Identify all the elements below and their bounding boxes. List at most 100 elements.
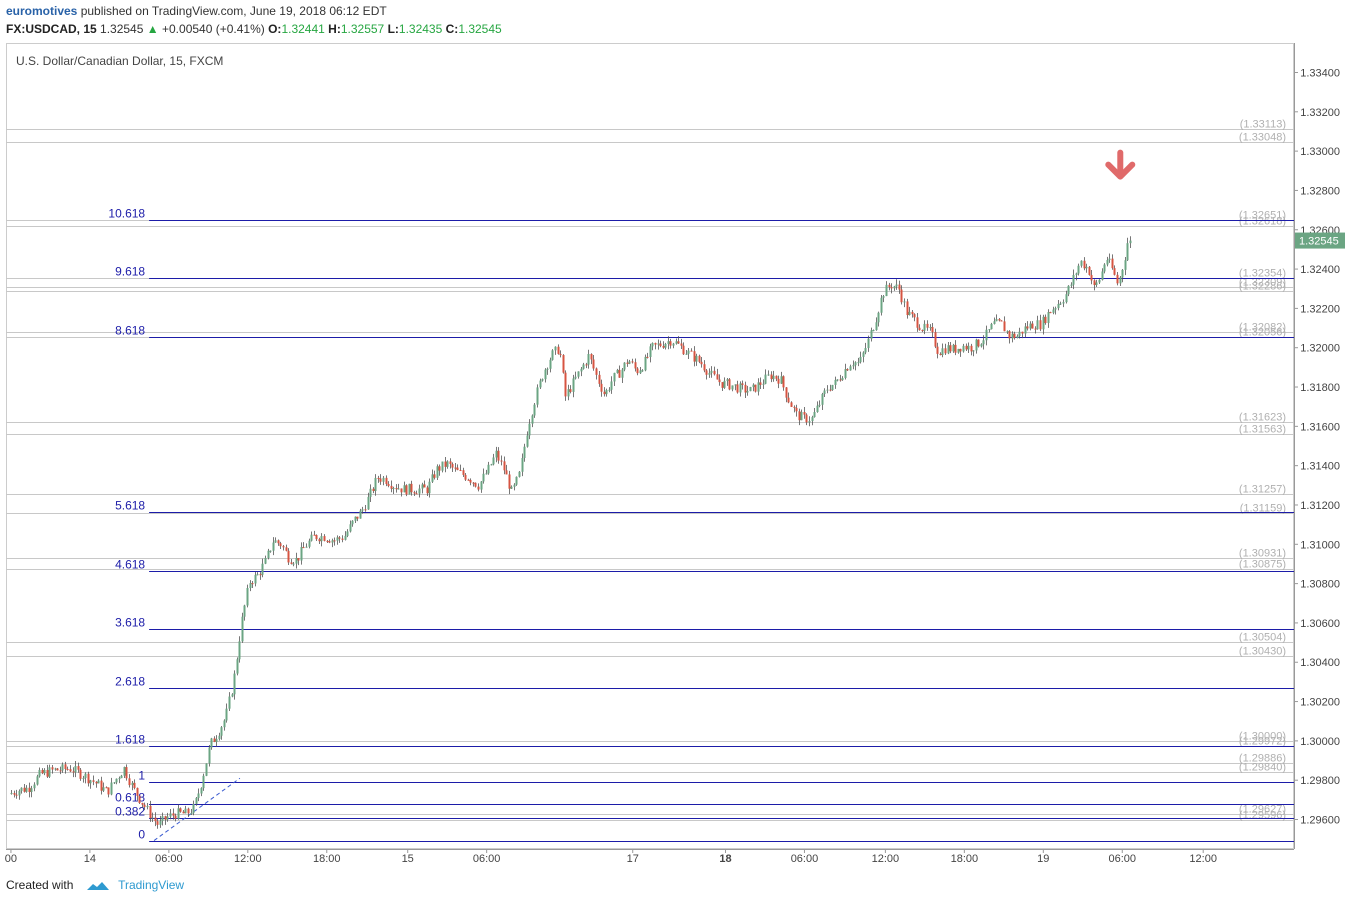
candle-body xyxy=(223,720,226,728)
candle-body xyxy=(110,782,113,795)
candle-body xyxy=(133,782,136,788)
candle-body xyxy=(1031,323,1034,329)
candle-body xyxy=(131,782,134,786)
candle-body xyxy=(46,770,49,777)
candle-body xyxy=(41,769,44,774)
author-link[interactable]: euromotives xyxy=(6,4,78,18)
candle-body xyxy=(408,483,411,495)
candle-body xyxy=(551,350,554,360)
trend-line-segment xyxy=(153,777,241,841)
candle-body xyxy=(495,450,498,458)
candle-body xyxy=(731,385,734,390)
candle-body xyxy=(492,457,495,465)
candle-body xyxy=(544,369,547,380)
candle-body xyxy=(143,804,146,808)
candle-body xyxy=(816,405,819,413)
candle-body xyxy=(300,547,303,561)
candle-body xyxy=(25,787,28,792)
price-chart[interactable]: (1.33113)(1.33048) (1.32651)(1.32618) (1.3… xyxy=(0,42,1351,872)
candle-body xyxy=(793,406,796,408)
candle-body xyxy=(349,524,352,532)
level-label: (1.32082) xyxy=(1239,322,1286,334)
level-label: (1.33113) xyxy=(1240,119,1286,131)
candle-body xyxy=(487,464,490,474)
candle-body xyxy=(990,323,993,330)
candle-body xyxy=(1052,309,1055,313)
candle-body xyxy=(382,477,385,482)
candle-body xyxy=(813,412,816,418)
candle-body xyxy=(993,321,996,324)
close-value: 1.32545 xyxy=(458,22,502,36)
level-label: (1.32651) xyxy=(1239,210,1286,222)
candle-body xyxy=(577,371,580,377)
candle-body xyxy=(890,287,893,289)
candle-body xyxy=(290,562,293,564)
time-tick-label: 17 xyxy=(627,853,639,865)
price-tick-label: 1.33200 xyxy=(1300,107,1340,119)
candle-body xyxy=(379,478,382,482)
candle-body xyxy=(716,374,719,380)
candle-body xyxy=(285,547,288,551)
candle-body xyxy=(169,813,172,817)
tradingview-link[interactable]: TradingView xyxy=(118,878,185,892)
candle-body xyxy=(662,346,665,348)
candle-body xyxy=(480,481,483,490)
candle-body xyxy=(682,345,685,355)
candle-body xyxy=(1108,258,1111,261)
candle-body xyxy=(338,537,341,539)
candle-body xyxy=(1098,279,1101,283)
candle-body xyxy=(118,778,121,780)
candle-body xyxy=(390,485,393,489)
candle-body xyxy=(444,461,447,467)
candle-body xyxy=(926,323,929,328)
candle-body xyxy=(564,372,567,397)
candle-body xyxy=(397,488,400,490)
candle-body xyxy=(803,411,806,415)
candle-body xyxy=(687,350,690,354)
candle-body xyxy=(634,362,637,369)
candle-body xyxy=(1059,303,1062,305)
candle-body xyxy=(911,311,914,315)
level-label: (1.29886) xyxy=(1239,753,1286,765)
candle-body xyxy=(210,738,213,748)
candle-body xyxy=(541,379,544,381)
candle-body xyxy=(95,781,98,784)
candle-body xyxy=(431,474,434,482)
candle-body xyxy=(231,694,234,697)
candle-body xyxy=(728,379,731,390)
price-axis[interactable]: 1.334001.332001.330001.328001.326001.324… xyxy=(1294,67,1340,827)
level-label: (1.32286) xyxy=(1239,281,1286,293)
candle-body xyxy=(859,356,862,363)
candle-body xyxy=(313,534,316,536)
fib-extension[interactable]: 10.6189.6188.6185.6184.6183.6182.6181.61… xyxy=(108,207,1294,842)
candle-body xyxy=(654,342,657,345)
candle-body xyxy=(15,794,18,796)
candle-body xyxy=(123,767,126,776)
time-axis[interactable]: 00 14 06:00 12:00 18:00 15 06:00 17 18 06:00 12:00… xyxy=(5,849,1217,865)
price-tick-label: 1.29600 xyxy=(1300,815,1340,827)
candle-body xyxy=(1088,266,1091,275)
candle-body xyxy=(875,322,878,331)
candle-body xyxy=(818,404,821,406)
fib-label: 10.618 xyxy=(108,207,145,221)
candle-body xyxy=(225,708,228,721)
candle-body xyxy=(857,362,860,364)
trend-line[interactable] xyxy=(153,777,241,841)
candle-body xyxy=(310,534,313,541)
candle-body xyxy=(841,377,844,381)
candle-body xyxy=(392,488,395,490)
candle-body xyxy=(331,540,334,543)
candle-body xyxy=(161,816,164,821)
candle-body xyxy=(272,542,275,551)
candle-body xyxy=(377,477,380,479)
candle-body xyxy=(590,354,593,360)
time-tick-label: 12:00 xyxy=(234,853,262,865)
candle-body xyxy=(557,346,560,354)
candle-body xyxy=(941,348,944,355)
candle-body xyxy=(192,803,195,814)
price-tick-label: 1.30800 xyxy=(1300,579,1340,591)
candle-body xyxy=(587,354,590,365)
candle-body xyxy=(297,557,300,561)
candle-body xyxy=(292,563,295,565)
time-tick-label: 06:00 xyxy=(155,853,183,865)
